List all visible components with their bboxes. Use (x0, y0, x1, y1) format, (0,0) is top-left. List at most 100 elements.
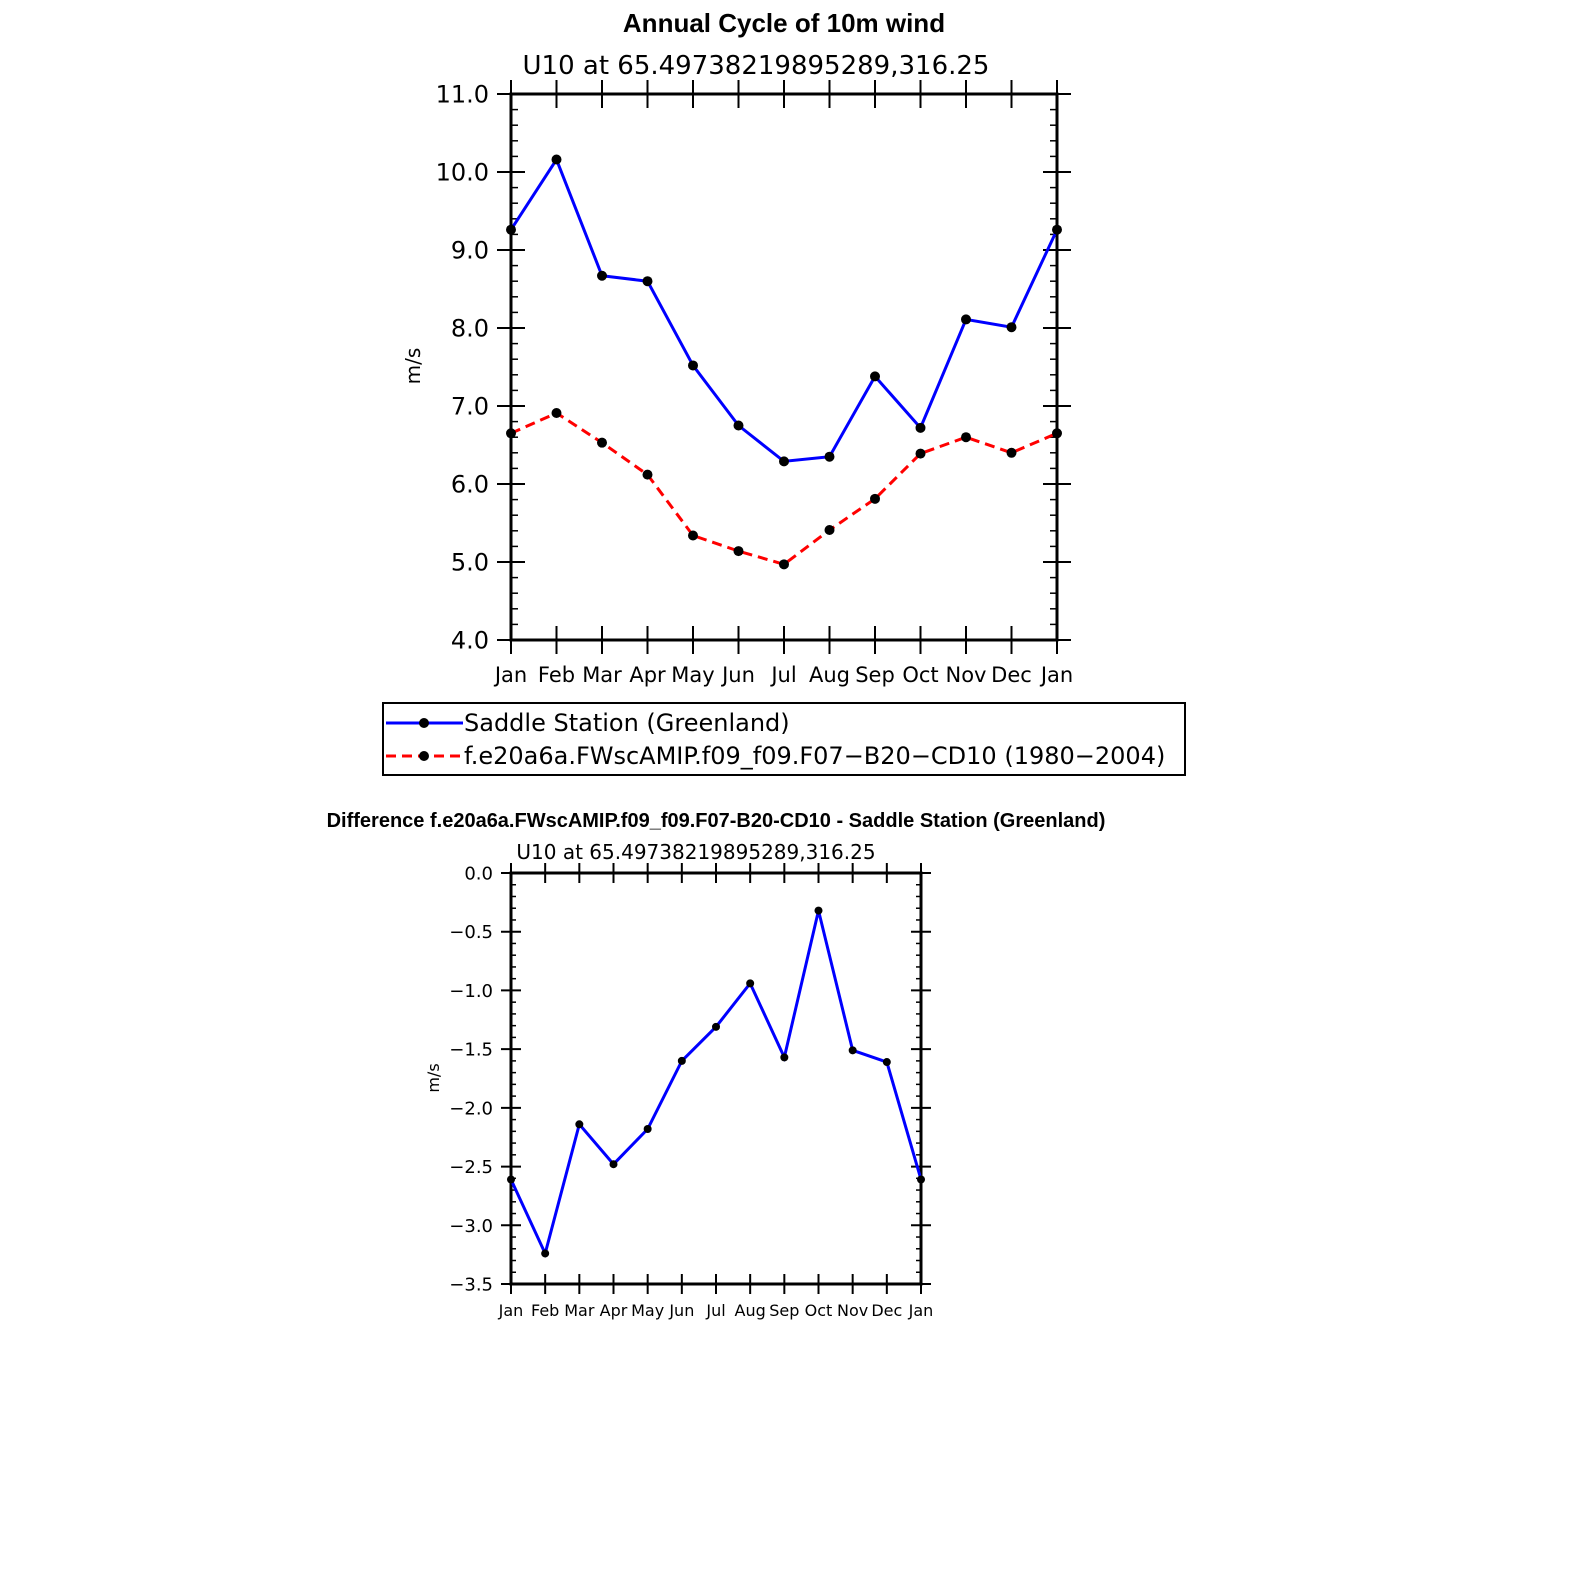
chart2-subtitle: U10 at 65.49738219895289,316.25 (516, 840, 875, 864)
data-point (575, 1120, 584, 1129)
plot-frame (509, 871, 923, 1286)
legend-marker-model (419, 751, 429, 761)
annual-cycle-chart: Annual Cycle of 10m wind U10 at 65.49738… (382, 8, 1186, 776)
data-point (733, 420, 744, 431)
chart1-legend-box (382, 702, 1186, 776)
chart1-legend: Saddle Station (Greenland) f.e20a6a.FWsc… (386, 709, 1165, 770)
data-point (961, 314, 971, 325)
x-tick-label: Apr (600, 1301, 628, 1320)
x-tick-label: Jan (493, 663, 527, 687)
y-tick-label: 6.0 (451, 471, 489, 499)
difference-chart: Difference f.e20a6a.FWscAMIP.f09_f09.F07… (327, 810, 1106, 1320)
y-tick-label: 4.0 (451, 627, 489, 655)
data-point (1052, 428, 1062, 439)
x-tick-label: Jul (769, 663, 796, 687)
data-point (824, 525, 835, 536)
data-point (882, 1058, 891, 1067)
y-tick-label: −2.5 (449, 1157, 493, 1178)
data-point (961, 432, 971, 443)
data-point (814, 906, 823, 915)
legend-label-model: f.e20a6a.FWscAMIP.f09_f09.F07−B20−CD10 (… (464, 742, 1165, 770)
legend-marker-saddle (419, 718, 429, 728)
x-tick-label: Oct (902, 663, 938, 687)
x-tick-label: Mar (582, 663, 622, 687)
x-tick-label: Feb (531, 1301, 559, 1320)
chart1-ylabel: m/s (401, 348, 425, 385)
x-tick-label: Feb (538, 663, 575, 687)
data-point (642, 469, 653, 480)
chart1-subtitle: U10 at 65.49738219895289,316.25 (523, 51, 990, 81)
data-point (733, 546, 744, 557)
data-point (870, 371, 880, 382)
plot-frame (509, 92, 1059, 642)
x-tick-label: Oct (805, 1301, 833, 1320)
x-tick-label: Mar (564, 1301, 595, 1320)
data-point (917, 1175, 925, 1184)
data-point (1006, 447, 1017, 458)
x-tick-label: Dec (871, 1301, 902, 1320)
data-point (688, 530, 698, 541)
data-point (746, 979, 755, 988)
data-point (597, 437, 607, 448)
x-tick-label: Jun (720, 663, 755, 687)
data-point (643, 1124, 652, 1133)
y-tick-label: 11.0 (436, 81, 489, 109)
chart2-ylabel: m/s (424, 1063, 443, 1092)
x-tick-label: Jul (705, 1301, 725, 1320)
x-tick-label: Aug (809, 663, 850, 687)
chart1-series-group (506, 154, 1062, 570)
x-tick-label: Jan (498, 1301, 524, 1320)
y-tick-label: 10.0 (436, 159, 489, 187)
data-point (541, 1249, 550, 1258)
x-tick-label: Sep (855, 663, 895, 687)
y-tick-label: −0.5 (449, 922, 493, 943)
y-tick-label: 7.0 (451, 393, 489, 421)
y-tick-label: 9.0 (451, 237, 489, 265)
series-line-0 (509, 910, 923, 1258)
x-tick-label: Aug (735, 1301, 766, 1320)
data-point (609, 1160, 618, 1169)
x-tick-label: Jan (1039, 663, 1073, 687)
y-tick-label: −1.0 (449, 981, 493, 1002)
x-tick-label: Apr (629, 663, 666, 687)
data-point (824, 451, 835, 462)
x-tick-label: May (671, 663, 714, 687)
data-point (780, 1053, 789, 1062)
data-point (779, 559, 789, 570)
data-point (506, 428, 516, 439)
data-point (848, 1046, 857, 1055)
chart2-series-group (507, 906, 925, 1258)
data-point (597, 270, 607, 281)
data-point (677, 1056, 686, 1065)
data-point (712, 1022, 720, 1031)
data-point (915, 422, 926, 433)
data-point (507, 1175, 515, 1184)
y-tick-label: 0.0 (464, 863, 493, 884)
data-point (642, 276, 653, 287)
x-tick-label: Nov (946, 663, 987, 687)
x-tick-label: Jun (668, 1301, 694, 1320)
legend-label-saddle: Saddle Station (Greenland) (464, 709, 790, 737)
x-tick-label: Nov (837, 1301, 868, 1320)
data-point (506, 224, 516, 235)
x-tick-label: Sep (769, 1301, 799, 1320)
y-tick-label: −3.5 (449, 1274, 493, 1295)
y-tick-label: −1.5 (449, 1040, 493, 1061)
data-point (1052, 224, 1062, 235)
y-tick-label: −3.0 (449, 1216, 493, 1237)
chart2-title: Difference f.e20a6a.FWscAMIP.f09_f09.F07… (327, 810, 1106, 832)
data-point (551, 154, 562, 165)
data-point (1006, 322, 1017, 333)
series-line-0 (509, 156, 1059, 463)
data-point (551, 408, 562, 419)
y-tick-label: 8.0 (451, 315, 489, 343)
data-point (688, 360, 698, 371)
x-tick-label: May (631, 1301, 664, 1320)
series-line-1 (510, 411, 1058, 566)
chart1-title: Annual Cycle of 10m wind (623, 8, 945, 38)
data-point (870, 493, 880, 504)
x-tick-label: Jan (908, 1301, 934, 1320)
y-tick-label: 5.0 (451, 549, 489, 577)
x-tick-label: Dec (991, 663, 1032, 687)
